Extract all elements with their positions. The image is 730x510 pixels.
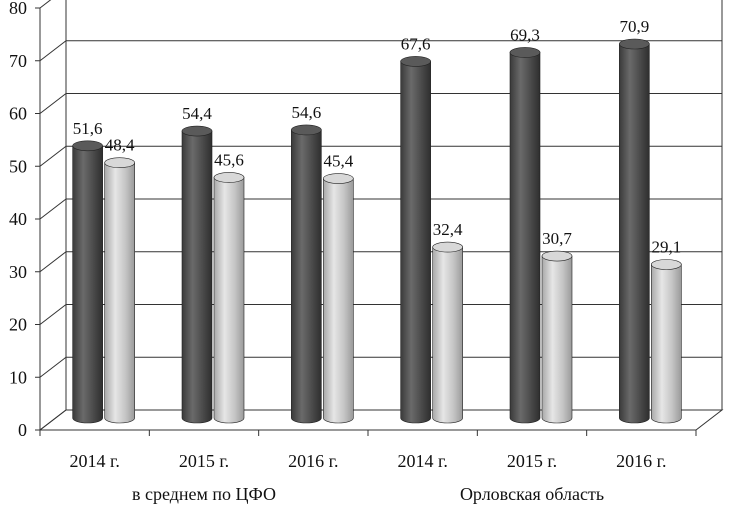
- group-label: Орловская область: [460, 484, 604, 504]
- bar-top: [651, 259, 682, 270]
- gridline-depth: [39, 251, 67, 273]
- data-labels: 51,648,4 54,4 45,6 54,6 45,4 67,6 32,4 69,3 30,7…: [73, 17, 681, 256]
- y-tick-label: 30: [9, 262, 27, 282]
- bar-body: [72, 145, 103, 424]
- x-tick-label: 2016 г.: [288, 451, 338, 471]
- x-tick-label: 2015 г.: [507, 451, 557, 471]
- bars: [72, 38, 682, 424]
- data-label: 30,7: [542, 229, 572, 248]
- data-label: 70,9: [619, 17, 649, 36]
- bar-body: [323, 178, 354, 424]
- y-tick-label: 10: [9, 367, 27, 387]
- bar-body: [291, 129, 322, 424]
- bar-top: [541, 250, 573, 262]
- bar-body: [400, 61, 431, 424]
- gridline-depth: [39, 356, 67, 378]
- bar-body: [541, 255, 573, 424]
- bar-top: [509, 47, 541, 58]
- bar: [104, 157, 135, 424]
- y-tick-label: 40: [9, 209, 27, 229]
- data-label: 45,6: [214, 150, 244, 169]
- data-label: 69,3: [510, 25, 540, 44]
- bar: [213, 172, 245, 424]
- gridline-depth: [39, 0, 52, 9]
- bar-top: [72, 140, 103, 152]
- bar: [72, 140, 103, 424]
- bar-top: [181, 125, 213, 137]
- bar-body: [651, 264, 682, 424]
- data-label: 54,4: [182, 104, 212, 123]
- bar-body: [213, 177, 245, 424]
- gridline-depth: [39, 304, 67, 325]
- bar-top: [323, 173, 354, 184]
- data-label: 32,4: [433, 220, 463, 239]
- bar: [509, 47, 541, 424]
- bar-top: [400, 56, 431, 67]
- bar: [651, 259, 682, 424]
- data-label: 67,6: [401, 34, 431, 53]
- y-tick-label: 50: [9, 156, 27, 176]
- bar-body: [432, 246, 463, 424]
- bar: [323, 173, 354, 424]
- bar-body: [181, 130, 213, 424]
- x-tick-label: 2015 г.: [179, 451, 229, 471]
- bar-body: [104, 162, 135, 424]
- group-label: в среднем по ЦФО: [132, 484, 276, 504]
- gridline-depth: [39, 198, 67, 220]
- data-label: 54,6: [291, 103, 321, 122]
- bar: [181, 125, 213, 424]
- y-tick-label: 0: [18, 420, 27, 440]
- x-tick-label: 2014 г.: [69, 451, 119, 471]
- x-tick-label: 2014 г.: [397, 451, 447, 471]
- gridline-depth: [39, 40, 67, 62]
- bar-top: [619, 38, 650, 50]
- bar: [432, 241, 463, 424]
- bar: [291, 124, 322, 424]
- bar: [400, 56, 431, 424]
- bar-top: [432, 241, 463, 253]
- gridline-depth: [39, 93, 67, 114]
- y-tick-label: 20: [9, 315, 27, 335]
- bar: [619, 38, 650, 424]
- gridline-depth: [39, 145, 67, 167]
- bar-top: [213, 172, 245, 183]
- bar-top: [291, 124, 322, 136]
- data-label: 29,1: [651, 237, 681, 256]
- data-label: 48,4: [105, 136, 135, 155]
- y-tick-label: 60: [9, 104, 27, 124]
- bar: [541, 250, 573, 424]
- bar-top: [104, 157, 135, 168]
- x-tick-label: 2016 г.: [616, 451, 666, 471]
- x-axis-categories: 2014 г. 2015 г. 2016 г. 2014 г. 2015 г. 2016 …: [39, 430, 697, 504]
- bar-body: [509, 52, 541, 424]
- grid-lines: [39, 0, 723, 431]
- data-label: 51,6: [73, 119, 103, 138]
- y-tick-label: 70: [9, 51, 27, 71]
- bar-body: [619, 43, 650, 424]
- data-label: 45,4: [323, 152, 353, 171]
- y-tick-label: 80: [9, 0, 27, 18]
